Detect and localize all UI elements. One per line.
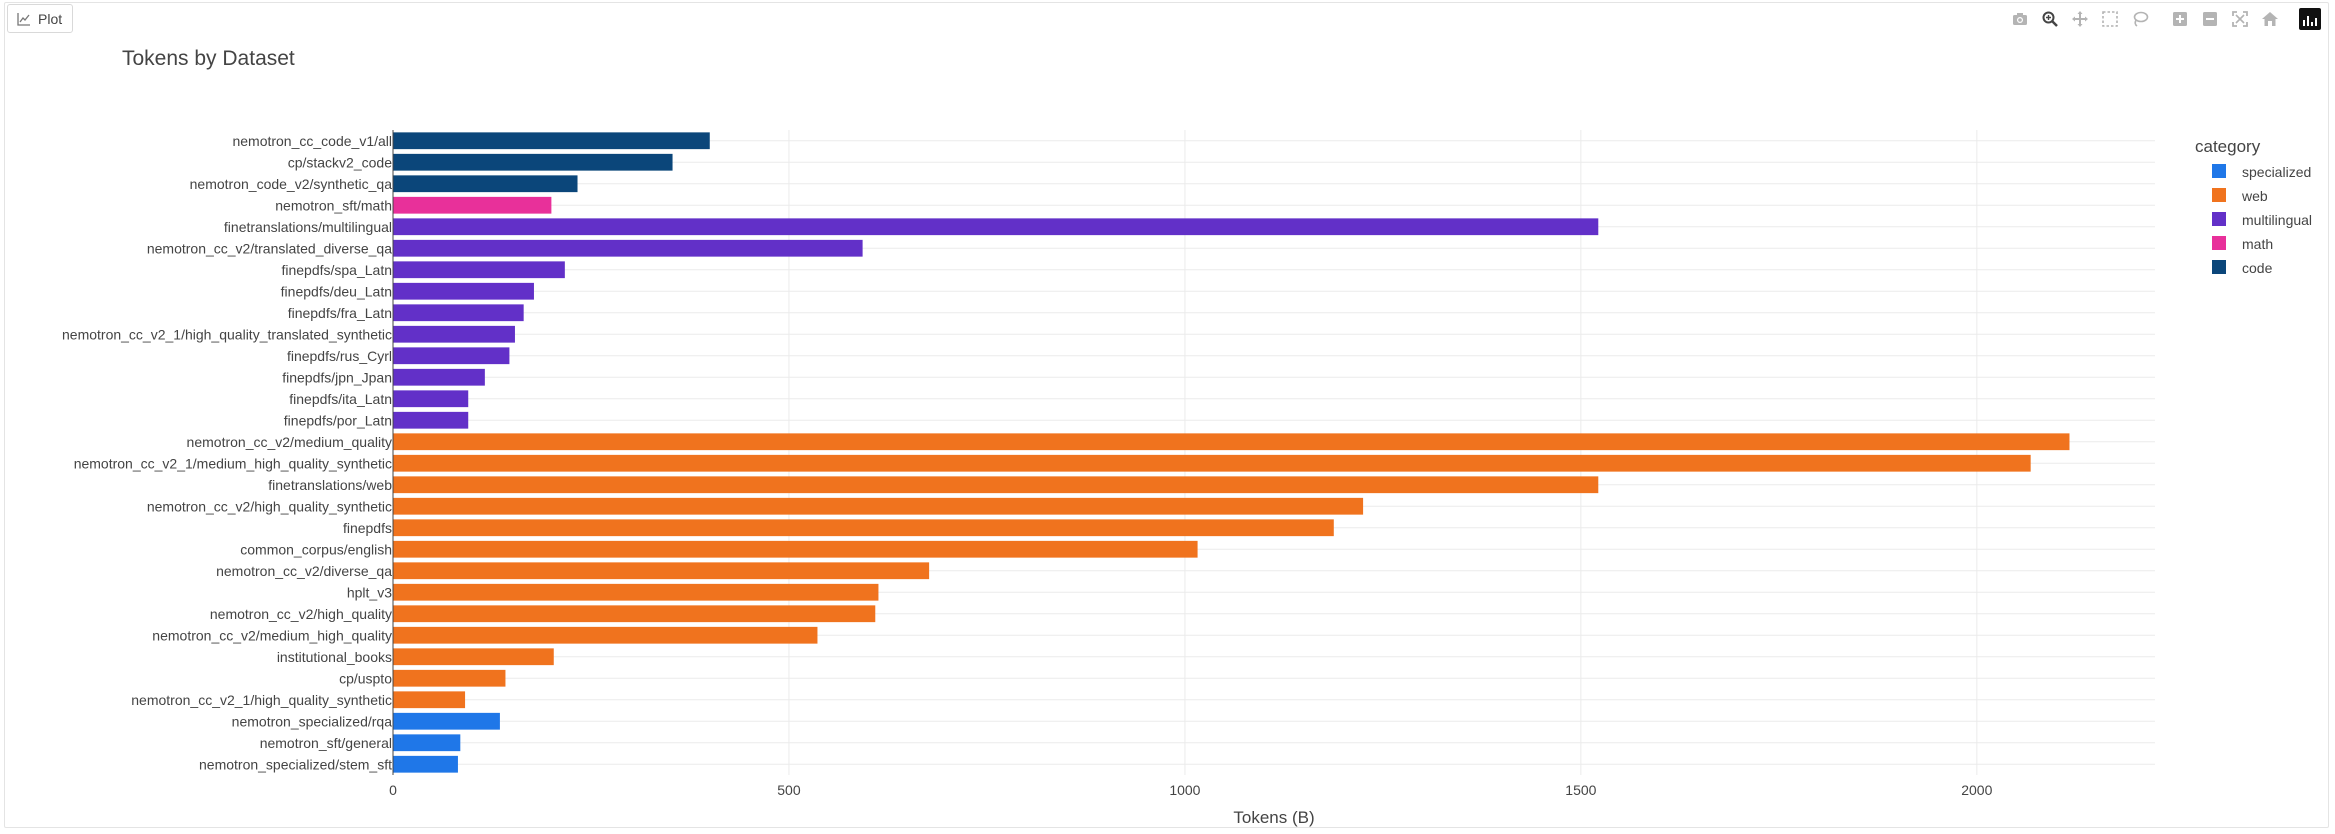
legend-item-specialized[interactable]: specialized (2242, 164, 2311, 180)
reset-axes-icon[interactable] (2255, 8, 2285, 30)
y-tick-label: finetranslations/web (268, 477, 392, 493)
x-tick-label: 1500 (1565, 782, 1596, 798)
y-tick-label: nemotron_cc_v2/high_quality (210, 606, 392, 622)
y-tick-label: nemotron_cc_v2_1/medium_high_quality_syn… (74, 455, 392, 471)
bar (393, 497, 1364, 515)
y-tick-label: nemotron_cc_v2_1/high_quality_translated… (62, 326, 392, 342)
y-tick-label: hplt_v3 (347, 584, 392, 600)
bar (393, 175, 578, 193)
y-tick-label: finepdfs/fra_Latn (288, 305, 392, 321)
y-tick-label: nemotron_code_v2/synthetic_qa (190, 176, 393, 192)
legend-item-web[interactable]: web (2241, 188, 2268, 204)
x-tick-label: 2000 (1961, 782, 1992, 798)
y-tick-label: nemotron_specialized/rqa (232, 713, 393, 729)
tab-plot[interactable]: Plot (7, 4, 74, 33)
legend-item-multilingual[interactable]: multilingual (2242, 212, 2312, 228)
bar (393, 282, 534, 300)
bar (393, 519, 1334, 537)
legend-swatch[interactable] (2212, 164, 2226, 178)
bar (393, 583, 879, 601)
bar (393, 712, 500, 730)
bar (393, 454, 2031, 472)
y-tick-label: cp/uspto (339, 670, 392, 686)
y-tick-label: nemotron_cc_v2/medium_high_quality (152, 627, 392, 643)
plot-frame (4, 2, 2329, 828)
legend-swatch[interactable] (2212, 236, 2226, 250)
zoom-out-icon[interactable] (2195, 8, 2225, 30)
bar (393, 261, 565, 279)
pan-icon[interactable] (2065, 8, 2095, 30)
bar (393, 239, 863, 257)
box-select-icon[interactable] (2095, 8, 2125, 30)
legend-swatch[interactable] (2212, 212, 2226, 226)
bar (393, 325, 515, 343)
x-tick-label: 500 (777, 782, 801, 798)
bar (393, 691, 466, 709)
y-tick-label: common_corpus/english (240, 541, 392, 557)
bar (393, 153, 673, 171)
y-tick-label: finepdfs/ita_Latn (289, 391, 392, 407)
legend-item-math[interactable]: math (2242, 236, 2273, 252)
legend-title: category (2195, 137, 2261, 156)
bar (393, 196, 552, 214)
camera-icon[interactable] (2005, 8, 2035, 30)
zoom-icon[interactable] (2035, 8, 2065, 30)
bar (393, 626, 818, 644)
lasso-icon[interactable] (2125, 8, 2155, 30)
y-tick-label: finepdfs/jpn_Jpan (282, 369, 392, 385)
legend-item-code[interactable]: code (2242, 260, 2273, 276)
x-tick-label: 0 (389, 782, 397, 798)
autoscale-icon[interactable] (2225, 8, 2255, 30)
y-tick-label: nemotron_cc_v2/high_quality_synthetic (147, 498, 392, 514)
bar (393, 368, 485, 386)
bar (393, 476, 1599, 494)
y-tick-label: finepdfs/por_Latn (284, 412, 392, 428)
y-tick-label: finepdfs/rus_Cyrl (287, 348, 392, 364)
bar (393, 304, 524, 322)
y-tick-label: finepdfs/spa_Latn (281, 262, 392, 278)
bar (393, 390, 469, 408)
zoom-in-icon[interactable] (2165, 8, 2195, 30)
y-tick-label: nemotron_sft/general (260, 735, 392, 751)
y-tick-label: nemotron_sft/math (275, 197, 392, 213)
x-tick-label: 1000 (1169, 782, 1200, 798)
y-tick-label: finetranslations/multilingual (224, 219, 392, 235)
tab-plot-label: Plot (38, 10, 63, 27)
chart-title: Tokens by Dataset (122, 47, 295, 70)
y-tick-label: finepdfs/deu_Latn (281, 283, 392, 299)
y-tick-label: nemotron_cc_v2_1/high_quality_synthetic (131, 692, 392, 708)
bar (393, 540, 1198, 558)
bar (393, 433, 2070, 451)
y-tick-label: nemotron_cc_code_v1/all (232, 133, 392, 149)
legend-swatch[interactable] (2212, 188, 2226, 202)
bar (393, 347, 510, 365)
y-tick-label: finepdfs (343, 520, 392, 536)
bar (393, 132, 710, 150)
legend-swatch[interactable] (2212, 260, 2226, 274)
y-tick-label: nemotron_cc_v2/diverse_qa (216, 563, 392, 579)
plotly-logo-icon[interactable] (2299, 8, 2321, 30)
x-axis-title: Tokens (B) (1233, 808, 1314, 827)
bar (393, 411, 469, 429)
bar (393, 562, 930, 580)
y-tick-label: institutional_books (277, 649, 392, 665)
y-tick-label: cp/stackv2_code (288, 154, 392, 170)
bar (393, 218, 1599, 236)
bar (393, 605, 876, 623)
y-tick-label: nemotron_cc_v2/medium_quality (187, 434, 392, 450)
bar (393, 669, 506, 687)
y-tick-label: nemotron_cc_v2/translated_diverse_qa (147, 240, 392, 256)
bar (393, 755, 458, 773)
y-tick-label: nemotron_specialized/stem_sft (199, 756, 392, 772)
line-chart-icon (16, 11, 32, 27)
bar (393, 648, 554, 666)
bar (393, 734, 461, 752)
modebar (2005, 8, 2321, 30)
